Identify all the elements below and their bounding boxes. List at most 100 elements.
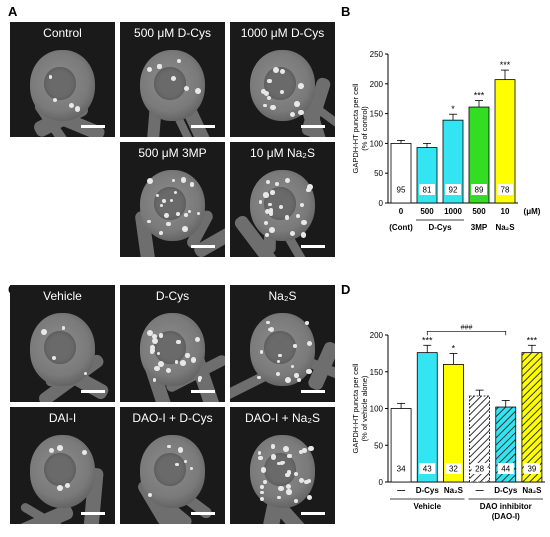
nucleus <box>154 66 186 100</box>
n-label: 92 <box>449 186 458 195</box>
scale-bar <box>191 125 215 128</box>
puncta-dot <box>280 461 285 466</box>
y-tick-label: 150 <box>370 368 384 377</box>
n-label: 32 <box>449 465 458 474</box>
puncta-dot <box>270 443 276 449</box>
category-label: 500 <box>420 207 434 216</box>
puncta-dot <box>197 212 201 216</box>
puncta-dot <box>267 78 272 84</box>
y-tick-label: 100 <box>370 405 384 414</box>
puncta-dot <box>184 459 188 464</box>
puncta-dot <box>300 202 305 207</box>
category-label: 1000 <box>444 207 462 216</box>
category-label: — <box>397 486 405 495</box>
puncta-dot <box>306 187 311 193</box>
puncta-dot <box>172 178 176 182</box>
group-label: Na₂S <box>495 223 515 232</box>
puncta-dot <box>154 365 160 372</box>
comparison-label: ### <box>461 324 473 331</box>
puncta-dot <box>183 85 190 91</box>
group-label: DAO inhibitor <box>480 502 532 511</box>
puncta-dot <box>152 378 156 382</box>
puncta-dot <box>306 495 312 501</box>
scale-bar <box>301 125 325 128</box>
nucleus <box>44 66 76 100</box>
puncta-dot <box>290 231 296 237</box>
micrograph-label: 10 μM Na₂S <box>250 146 315 160</box>
puncta-dot <box>74 106 81 112</box>
puncta-dot <box>171 76 177 82</box>
puncta-dot <box>293 344 297 348</box>
panel-letter-d: D <box>341 282 351 297</box>
puncta-dot <box>305 321 310 326</box>
significance-label: *** <box>474 90 485 100</box>
puncta-dot <box>68 102 75 109</box>
nucleus <box>154 186 186 220</box>
micrograph: Vehicle <box>10 285 115 402</box>
puncta-dot <box>195 88 201 94</box>
puncta-dot <box>49 447 55 453</box>
n-box <box>497 463 514 474</box>
puncta-dot <box>263 90 270 96</box>
puncta-dot <box>197 378 202 383</box>
puncta-dot <box>294 101 300 107</box>
puncta-dot <box>285 377 292 383</box>
n-label: 44 <box>501 465 510 474</box>
puncta-dot <box>279 69 285 75</box>
scale-bar <box>81 125 105 128</box>
puncta-dot <box>285 472 290 478</box>
puncta-dot <box>298 449 304 455</box>
puncta-dot <box>167 444 171 449</box>
n-box <box>523 463 540 474</box>
puncta-dot <box>263 103 267 108</box>
puncta-dot <box>173 190 177 194</box>
puncta-dot <box>299 478 305 484</box>
scale-bar <box>301 245 325 248</box>
puncta-dot <box>285 215 290 220</box>
puncta-dot <box>270 104 276 111</box>
y-axis-label: GAPDH-HT puncta per cell <box>351 83 360 173</box>
puncta-dot <box>169 198 174 202</box>
micrograph: 1000 μM D-Cys <box>230 22 335 137</box>
puncta-dot <box>273 67 279 73</box>
micrograph-label: DAO-I + Na₂S <box>244 411 320 425</box>
puncta-dot <box>277 359 281 363</box>
puncta-dot <box>279 205 284 210</box>
puncta-dot <box>81 449 87 455</box>
puncta-dot <box>258 200 263 204</box>
puncta-dot <box>306 478 311 483</box>
puncta-dot <box>182 226 189 233</box>
puncta-dot <box>176 339 181 345</box>
scale-bar <box>191 245 215 248</box>
puncta-dot <box>285 483 292 490</box>
n-label: 43 <box>423 465 432 474</box>
n-label: 81 <box>423 186 432 195</box>
puncta-dot <box>190 357 197 363</box>
puncta-dot <box>187 209 192 214</box>
micrograph: D-Cys <box>120 285 225 402</box>
puncta-dot <box>48 75 53 79</box>
puncta-dot <box>166 222 171 227</box>
puncta-dot <box>180 177 187 183</box>
n-box <box>471 184 487 195</box>
scale-bar <box>81 390 105 393</box>
puncta-dot <box>175 211 180 216</box>
puncta-dot <box>147 178 154 185</box>
bar <box>469 395 490 483</box>
puncta-dot <box>147 219 151 223</box>
puncta-dot <box>259 490 264 495</box>
category-label: Na₂S <box>444 486 464 495</box>
scale-bar <box>81 512 105 515</box>
category-label: D-Cys <box>494 486 518 495</box>
puncta-dot <box>270 190 275 195</box>
y-tick-label: 0 <box>379 478 384 487</box>
puncta-dot <box>259 350 263 354</box>
puncta-dot <box>304 479 309 485</box>
n-box <box>445 184 461 195</box>
puncta-dot <box>268 208 273 213</box>
puncta-dot <box>294 372 299 378</box>
n-label: 34 <box>397 465 406 474</box>
puncta-dot <box>275 372 280 377</box>
puncta-dot <box>274 181 279 186</box>
puncta-dot <box>151 334 157 339</box>
